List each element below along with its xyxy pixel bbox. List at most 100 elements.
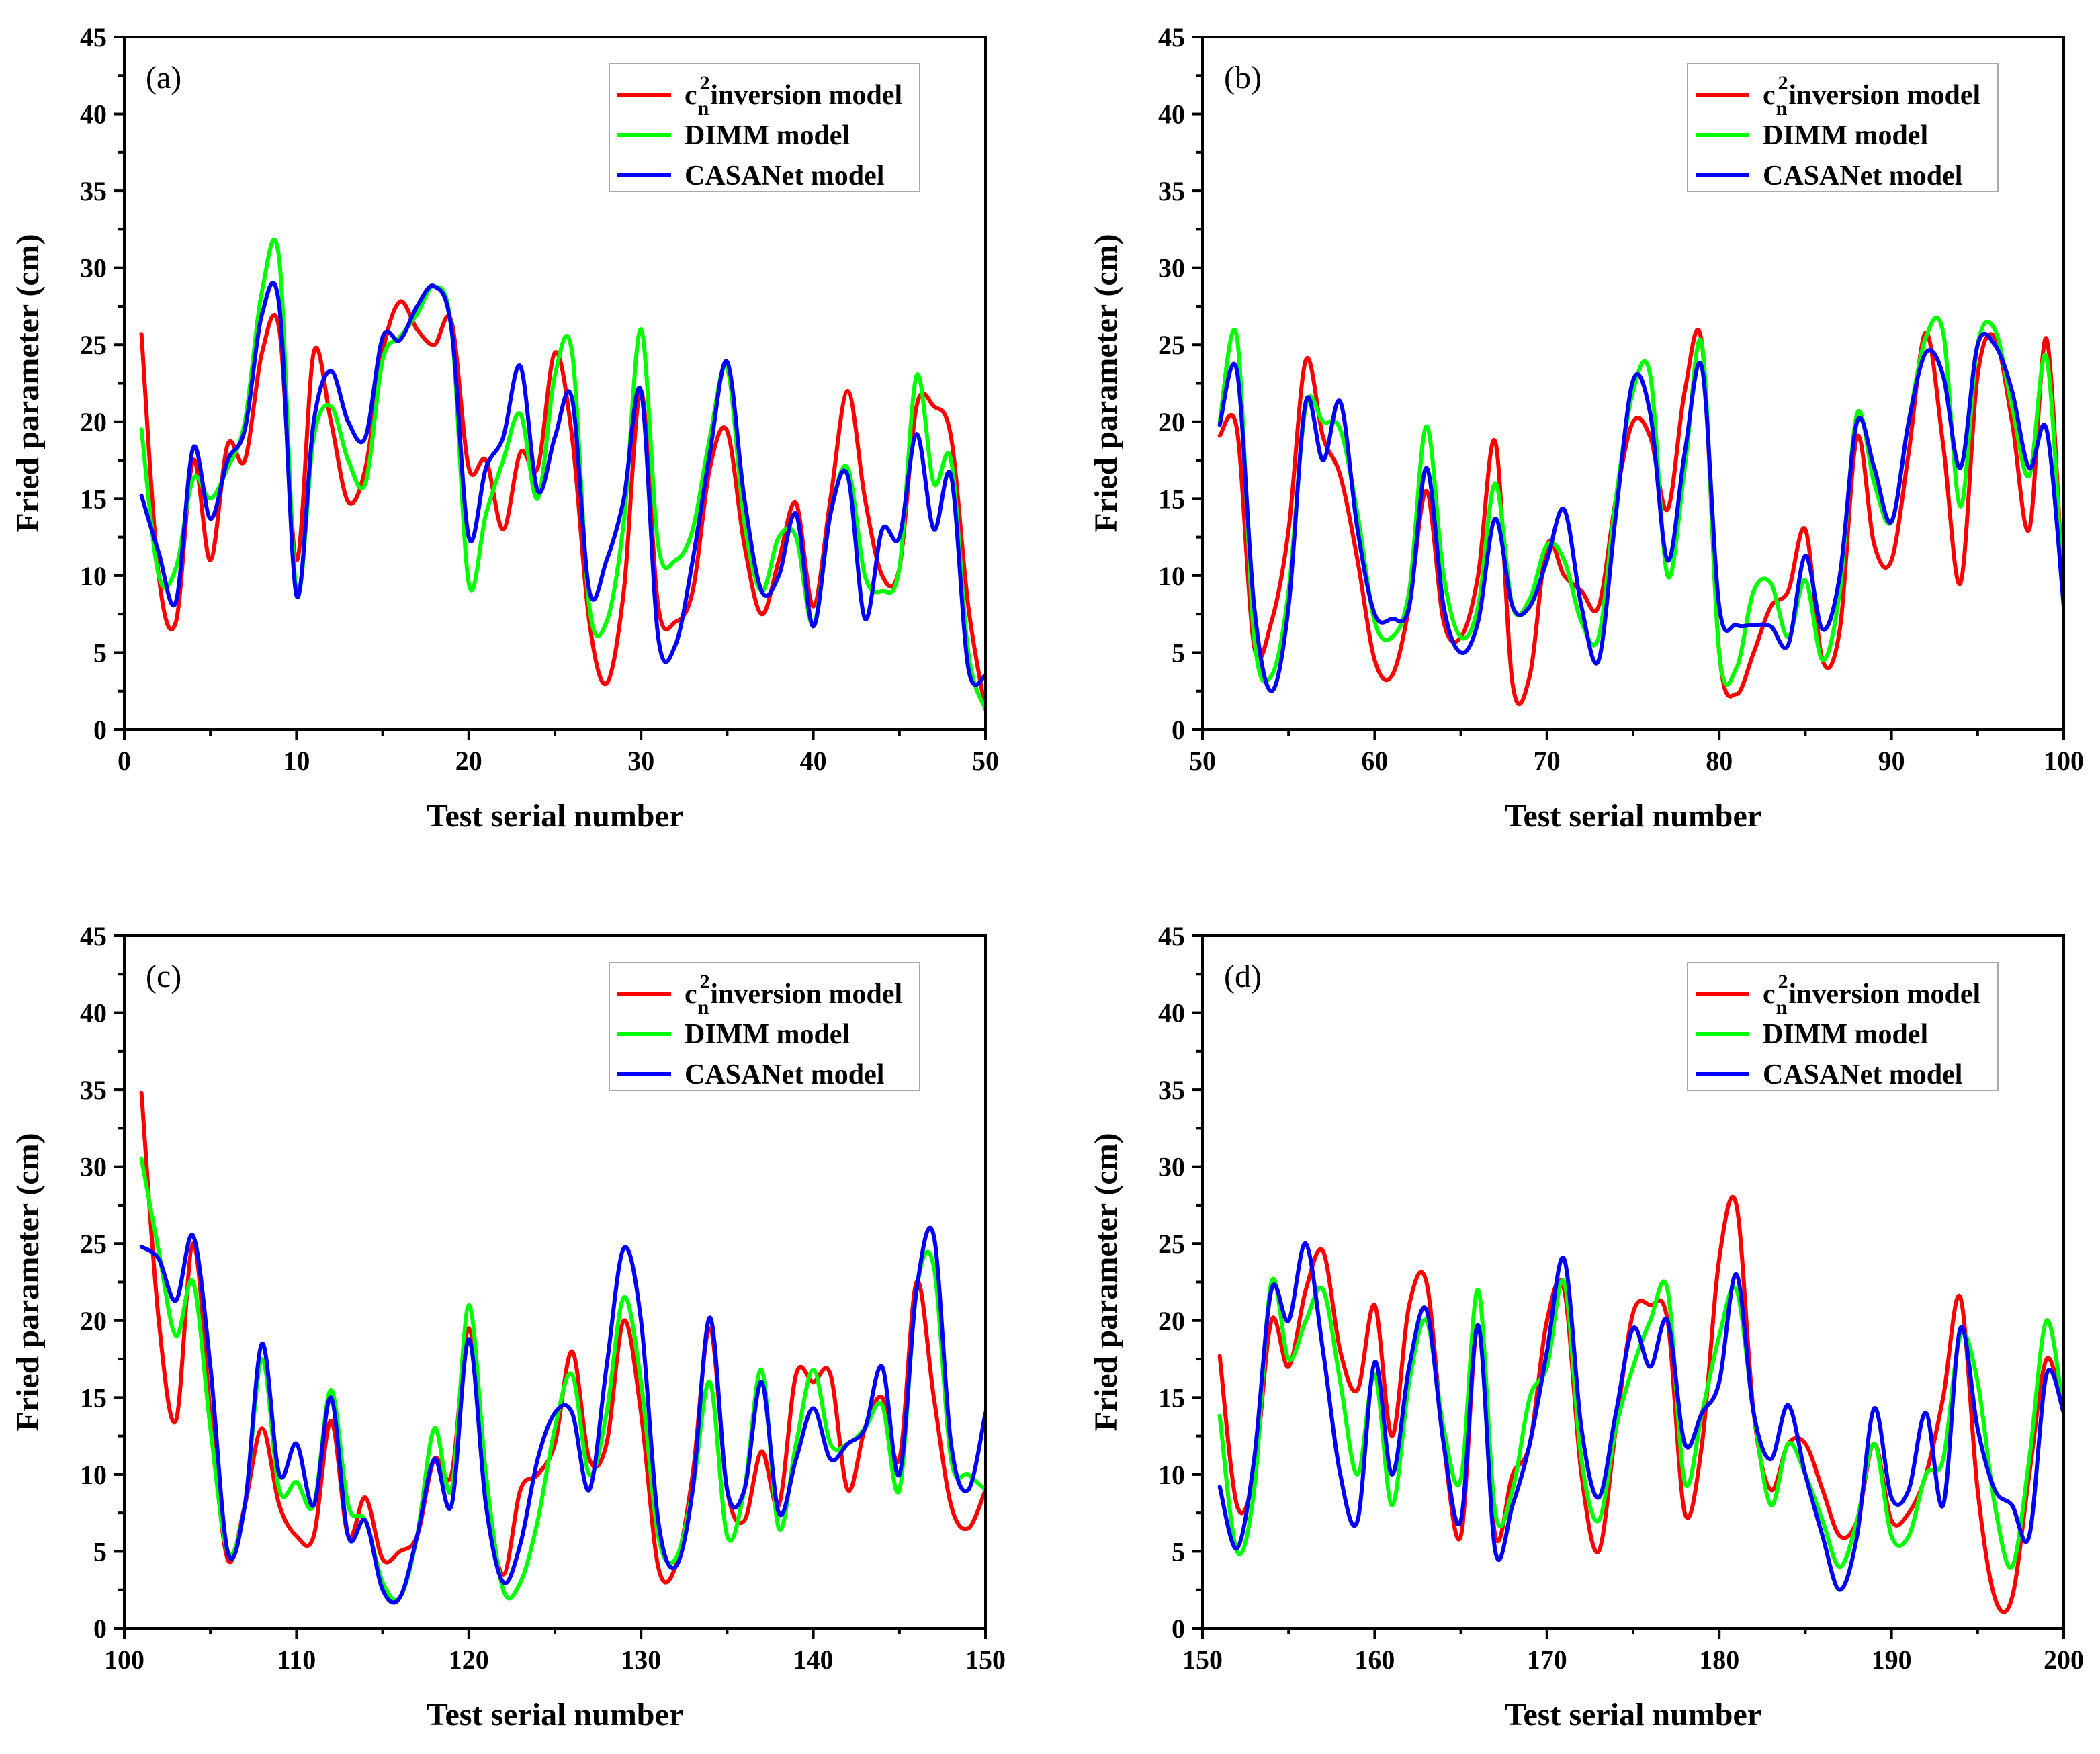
- y-tick-label: 25: [80, 1229, 107, 1259]
- y-tick-label: 30: [1158, 1152, 1185, 1182]
- panel-label: (a): [146, 60, 181, 95]
- x-tick-label: 140: [793, 1645, 834, 1675]
- x-tick-label: 10: [283, 746, 310, 776]
- x-tick-label: 0: [118, 746, 131, 776]
- x-tick-label: 70: [1534, 746, 1561, 776]
- y-axis-title: Fried parameter (cm): [10, 1133, 46, 1431]
- series-line-2: [1217, 331, 2064, 693]
- y-tick-label: 35: [80, 176, 107, 206]
- y-tick-label: 20: [80, 1306, 107, 1336]
- x-axis-title: Test serial number: [427, 798, 683, 834]
- x-tick-label: 100: [2044, 746, 2084, 776]
- y-tick-label: 45: [80, 921, 107, 951]
- y-tick-label: 30: [80, 253, 107, 283]
- panel-label: (d): [1224, 959, 1262, 994]
- series-line-0: [1217, 327, 2064, 707]
- y-tick-label: 45: [80, 22, 107, 52]
- y-tick-label: 10: [1158, 561, 1185, 591]
- y-tick-label: 5: [93, 638, 107, 668]
- x-tick-label: 20: [455, 746, 482, 776]
- x-tick-label: 30: [627, 746, 654, 776]
- x-tick-label: 150: [965, 1645, 1006, 1675]
- legend-box: [609, 63, 920, 192]
- legend-label-1: DIMM model: [1763, 120, 1928, 151]
- legend-box: [1687, 962, 1999, 1091]
- series-line-0: [1217, 1194, 2064, 1614]
- x-tick-label: 90: [1878, 746, 1905, 776]
- series-line-1: [1217, 1277, 2064, 1570]
- legend-label-0: c 2 ninversion model: [685, 971, 902, 1018]
- legend-box: [1687, 63, 1999, 192]
- x-tick-label: 180: [1699, 1645, 1739, 1675]
- x-tick-label: 160: [1354, 1645, 1395, 1675]
- y-axis-title: Fried parameter (cm): [10, 234, 46, 532]
- x-tick-label: 100: [104, 1645, 144, 1675]
- y-tick-label: 20: [80, 407, 107, 437]
- y-tick-label: 25: [1158, 330, 1185, 360]
- x-tick-label: 80: [1706, 746, 1733, 776]
- y-tick-label: 15: [80, 1383, 107, 1413]
- legend-label-0: c 2 ninversion model: [1763, 971, 1980, 1018]
- chart-panel-2: 0 5 10 15 20 25 30 35 40 45 100 110 120 130 140 150 Test…: [10, 921, 1006, 1733]
- x-tick-label: 170: [1527, 1645, 1567, 1675]
- legend-label-2: CASANet model: [1763, 161, 1962, 191]
- y-tick-label: 35: [80, 1075, 107, 1105]
- legend-label-1: DIMM model: [685, 120, 850, 151]
- x-tick-label: 60: [1361, 746, 1388, 776]
- x-tick-label: 150: [1182, 1645, 1223, 1675]
- y-tick-label: 35: [1158, 1075, 1185, 1105]
- y-axis-title: Fried parameter (cm): [1088, 234, 1124, 532]
- y-tick-label: 30: [80, 1152, 107, 1182]
- x-tick-label: 190: [1872, 1645, 1912, 1675]
- y-tick-label: 5: [1172, 638, 1185, 668]
- x-tick-label: 120: [449, 1645, 489, 1675]
- series-line-2: [139, 1225, 986, 1605]
- series-line-1: [139, 237, 986, 712]
- chart-panel-3: 0 5 10 15 20 25 30 35 40 45 150 160 170 180 190 200 Test…: [1088, 921, 2084, 1733]
- y-tick-label: 0: [1172, 1614, 1185, 1644]
- legend-label-1: DIMM model: [1763, 1019, 1928, 1050]
- y-tick-label: 40: [80, 998, 107, 1028]
- legend-label-0: c 2 ninversion model: [685, 72, 902, 120]
- y-tick-label: 10: [80, 1460, 107, 1490]
- series-line-0: [139, 299, 986, 712]
- y-tick-label: 20: [1158, 407, 1185, 437]
- x-axis-title: Test serial number: [1505, 1697, 1761, 1733]
- y-tick-label: 15: [1158, 484, 1185, 514]
- series-line-2: [139, 280, 986, 687]
- panel-label: (c): [146, 959, 181, 994]
- x-tick-label: 50: [1189, 746, 1216, 776]
- y-tick-label: 20: [1158, 1306, 1185, 1336]
- x-tick-label: 130: [621, 1645, 661, 1675]
- series-line-2: [1217, 1241, 2064, 1592]
- y-tick-label: 30: [1158, 253, 1185, 283]
- y-tick-label: 35: [1158, 176, 1185, 206]
- y-tick-label: 40: [80, 99, 107, 130]
- legend-label-1: DIMM model: [685, 1019, 850, 1050]
- series-line-0: [139, 1090, 986, 1585]
- y-tick-label: 10: [1158, 1460, 1185, 1490]
- legend-label-0: c 2 ninversion model: [1763, 72, 1980, 120]
- y-tick-label: 25: [1158, 1229, 1185, 1259]
- y-tick-label: 0: [1172, 715, 1185, 745]
- y-tick-label: 25: [80, 330, 107, 360]
- x-tick-label: 40: [800, 746, 827, 776]
- x-tick-label: 110: [277, 1645, 316, 1675]
- panel-label: (b): [1224, 60, 1262, 95]
- y-tick-label: 0: [93, 1614, 107, 1644]
- x-tick-label: 200: [2044, 1645, 2084, 1675]
- y-tick-label: 0: [93, 715, 107, 745]
- y-tick-label: 15: [80, 484, 107, 514]
- y-tick-label: 40: [1158, 99, 1185, 130]
- x-axis-title: Test serial number: [427, 1697, 683, 1733]
- y-tick-label: 5: [93, 1536, 107, 1567]
- legend-box: [609, 962, 920, 1091]
- chart-panel-0: 0 5 10 15 20 25 30 35 40 45 0 10 20 30 40 50 Test serial…: [10, 22, 999, 834]
- legend-label-2: CASANet model: [1763, 1059, 1962, 1090]
- legend-label-2: CASANet model: [685, 161, 884, 191]
- y-tick-label: 15: [1158, 1383, 1185, 1413]
